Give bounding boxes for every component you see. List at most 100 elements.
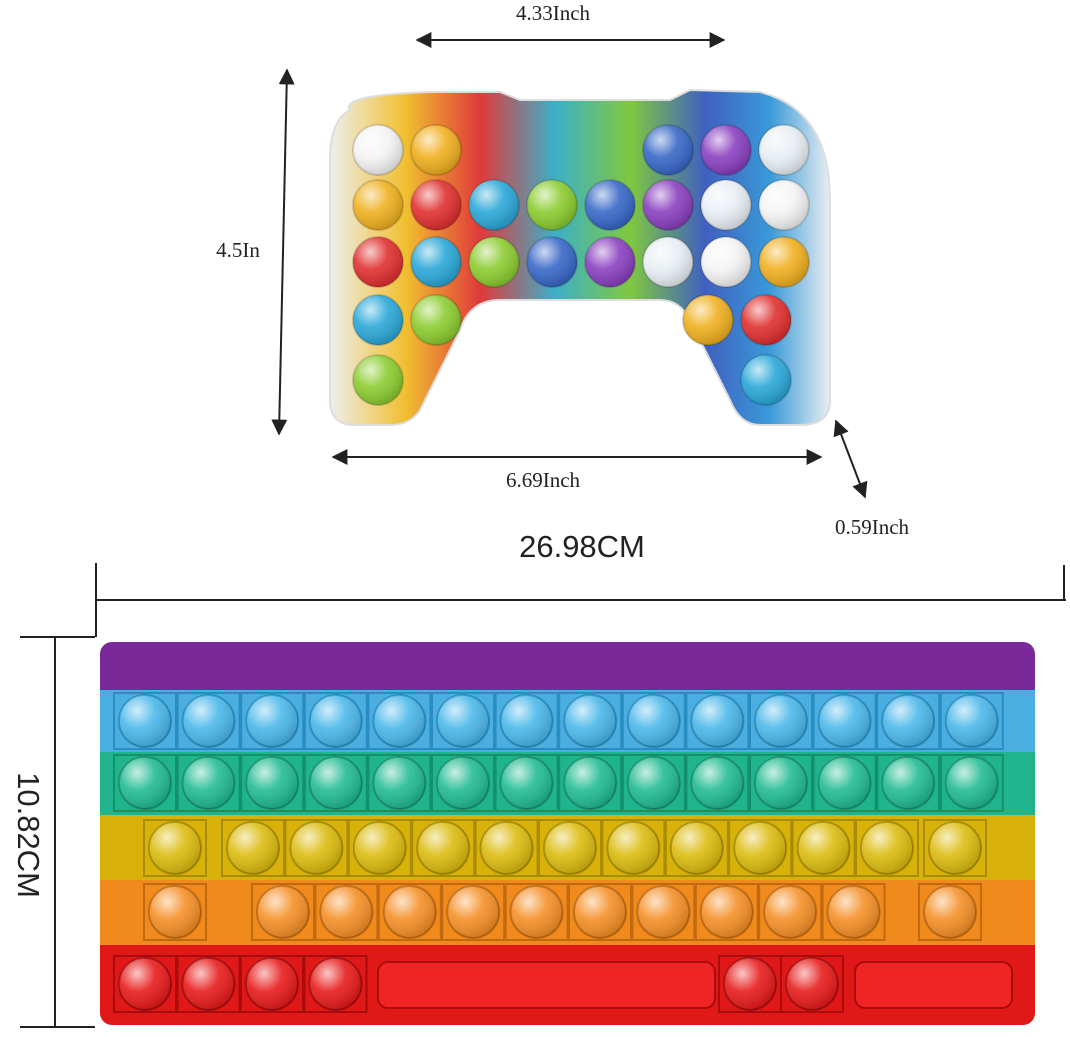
key-cell xyxy=(251,883,315,941)
key-cell xyxy=(143,883,207,941)
bubble-shine xyxy=(945,695,998,747)
bubble-shine xyxy=(469,180,519,230)
bubble-shine xyxy=(527,237,577,287)
bubble-shine xyxy=(764,886,817,938)
key-cell xyxy=(240,754,305,812)
key-cell xyxy=(314,883,379,941)
key-cell xyxy=(621,754,686,812)
key-cell xyxy=(685,754,750,812)
bubble-shine xyxy=(411,125,461,175)
bubble-shine xyxy=(320,886,373,938)
bubble-shine xyxy=(701,180,751,230)
bubble-shine xyxy=(353,237,403,287)
key-cell xyxy=(494,754,559,812)
key-cell xyxy=(621,692,686,750)
keyboard-width-label: 26.98CM xyxy=(519,529,645,564)
key-cell xyxy=(558,692,623,750)
bubble-shine xyxy=(945,757,998,809)
key-cell xyxy=(284,819,349,877)
key-cell xyxy=(240,692,305,750)
bubble-shine xyxy=(411,295,461,345)
key-cell xyxy=(113,955,177,1013)
key-cell xyxy=(176,955,241,1013)
key-cell xyxy=(494,692,559,750)
bubble-shine xyxy=(700,886,753,938)
bubble-shine xyxy=(480,822,533,874)
bubble-shine xyxy=(691,757,744,809)
bubble-shine xyxy=(227,822,279,874)
key-cell xyxy=(303,754,368,812)
bubble-shine xyxy=(755,757,807,809)
space-bar xyxy=(377,961,716,1009)
thickness-arrow xyxy=(833,419,868,499)
bubble-shine xyxy=(564,757,617,809)
bubble-shine xyxy=(149,822,201,874)
bubble-shine xyxy=(818,695,871,747)
bubble-shine xyxy=(182,757,235,809)
key-cell xyxy=(664,819,729,877)
width-label: 4.33Inch xyxy=(516,1,591,25)
bubble-shine xyxy=(309,958,362,1010)
keyboard xyxy=(100,642,1035,1025)
key-cell xyxy=(411,819,476,877)
key-cell xyxy=(758,883,823,941)
key-cell xyxy=(749,754,813,812)
bubble-shine xyxy=(500,695,553,747)
bubble-shine xyxy=(149,886,201,938)
purple-row xyxy=(100,642,1035,690)
key-cell xyxy=(431,692,495,750)
bubble-shine xyxy=(585,237,635,287)
bubble-shine xyxy=(119,695,171,747)
bubble-shine xyxy=(309,757,362,809)
keyboard-height-label: 10.82CM xyxy=(11,772,46,898)
bubble-shine xyxy=(741,355,791,405)
key-cell xyxy=(367,754,432,812)
key-cell xyxy=(347,819,412,877)
bubble-shine xyxy=(411,237,461,287)
bubble-shine xyxy=(527,180,577,230)
key-cell xyxy=(568,883,632,941)
bubble-shine xyxy=(309,695,362,747)
bubble-shine xyxy=(691,695,744,747)
bubble-shine xyxy=(246,958,298,1010)
bubble-shine xyxy=(353,295,403,345)
length-label: 6.69Inch xyxy=(506,468,581,492)
bubble-shine xyxy=(827,886,880,938)
bubble-shine xyxy=(182,958,235,1010)
key-cell xyxy=(631,883,696,941)
key-cell xyxy=(113,692,177,750)
bubble-shine xyxy=(564,695,617,747)
key-cell xyxy=(504,883,569,941)
bubble-shine xyxy=(924,886,976,938)
key-cell xyxy=(113,754,177,812)
bubble-shine xyxy=(637,886,690,938)
key-cell xyxy=(876,692,941,750)
bubble-shine xyxy=(510,886,563,938)
bubble-shine xyxy=(383,886,436,938)
bubble-shine xyxy=(759,125,809,175)
key-cell xyxy=(601,819,666,877)
key-cell xyxy=(876,754,941,812)
bubble-shine xyxy=(627,695,680,747)
bubble-shine xyxy=(544,822,596,874)
key-cell xyxy=(303,955,368,1013)
bubble-shine xyxy=(411,180,461,230)
key-cell xyxy=(812,754,877,812)
key-cell xyxy=(441,883,506,941)
key-cell xyxy=(538,819,602,877)
key-cell xyxy=(685,692,750,750)
bubble-shine xyxy=(759,237,809,287)
bubble-shine xyxy=(797,822,850,874)
bubble-shine xyxy=(861,822,913,874)
key-cell xyxy=(694,883,759,941)
bubble-shine xyxy=(437,757,489,809)
bubble-shine xyxy=(257,886,309,938)
bubble-shine xyxy=(119,757,171,809)
key-cell xyxy=(939,754,1004,812)
key-cell xyxy=(240,955,304,1013)
key-cell xyxy=(474,819,539,877)
bubble-shine xyxy=(417,822,470,874)
bubble-shine xyxy=(734,822,787,874)
bubble-shine xyxy=(585,180,635,230)
key-cell xyxy=(431,754,495,812)
